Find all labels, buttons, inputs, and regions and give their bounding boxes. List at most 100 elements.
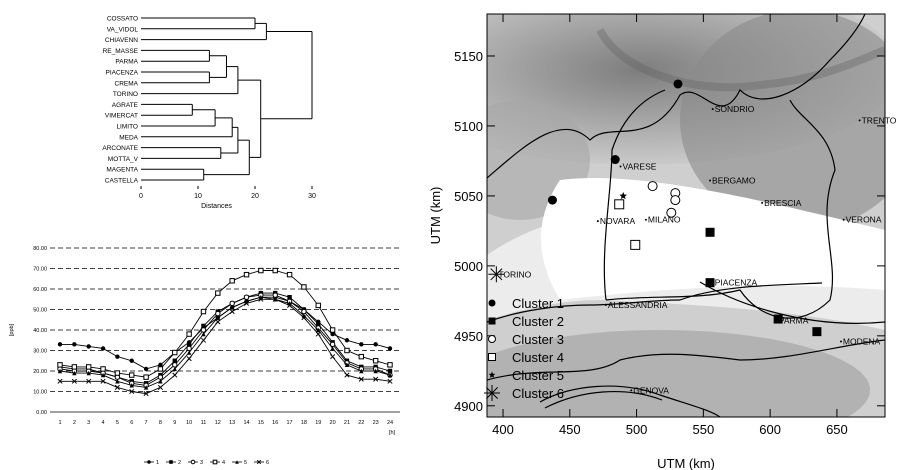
line-point-stroke-b [243, 300, 250, 306]
line-point-stroke-b [129, 388, 135, 395]
cluster-point-shape [673, 79, 683, 89]
line-point [215, 310, 221, 317]
line-point [301, 315, 307, 321]
line-point [243, 271, 250, 278]
eastern-alps-relief [680, 14, 885, 230]
line-y-tick-label: 60.00 [33, 287, 47, 293]
line-point [272, 296, 278, 302]
line-x-tick-label: 20 [330, 420, 336, 426]
line-point-shape [272, 267, 278, 274]
map-y-tick-label: 5100 [454, 119, 483, 134]
line-point [143, 385, 149, 390]
city-dot [839, 340, 842, 343]
line-point-shape [172, 362, 178, 368]
line-point-shape [114, 370, 121, 376]
line-point-shape [387, 368, 393, 374]
line-point-shape [200, 327, 207, 333]
legend-marker [212, 459, 218, 465]
line-point-shape [57, 362, 63, 368]
line-point [158, 362, 163, 368]
legend-marker [484, 385, 500, 401]
map-x-tick-label: 600 [759, 422, 781, 437]
line-point-shape [387, 362, 393, 368]
line-point-shape [72, 342, 77, 347]
line-point-shape [301, 308, 307, 315]
line-point-shape [143, 366, 149, 372]
line-point-shape [71, 364, 78, 370]
line-point [115, 379, 120, 384]
line-point [200, 337, 207, 343]
dendro-tick-label: 30 [308, 193, 316, 200]
cluster-point-shape [630, 239, 641, 250]
legend-marker-shape [235, 460, 239, 464]
line-point [157, 374, 164, 380]
legend-marker-shape [190, 459, 196, 465]
cluster-point [610, 155, 620, 165]
line-point [301, 284, 307, 290]
leaf-label: RE_MASSE [103, 48, 139, 55]
line-x-axis-title: [h] [389, 430, 396, 436]
city-dot [604, 304, 607, 307]
line-point [186, 356, 192, 362]
cluster-point [647, 181, 658, 192]
line-point [129, 383, 134, 388]
line-point-shape [72, 370, 77, 376]
line-x-tick-label: 23 [373, 420, 379, 426]
line-point [57, 362, 63, 368]
line-point-shape [387, 346, 393, 351]
legend-marker [235, 460, 239, 464]
line-point [272, 267, 278, 274]
apennine-border [487, 339, 885, 381]
line-x-tick-label: 9 [173, 420, 176, 426]
line-point [72, 342, 77, 347]
line-series-2 [59, 292, 391, 384]
line-point-stroke-b [71, 378, 77, 384]
line-point [57, 378, 63, 384]
cluster-point-shape [666, 207, 677, 218]
line-point-shape [243, 294, 250, 300]
map-x-tick-label: 500 [626, 422, 648, 437]
map-y-axis-title: UTM (km) [428, 187, 443, 245]
line-point-stroke-b [57, 378, 63, 384]
line-point-shape [315, 302, 321, 309]
line-point-shape [358, 353, 365, 360]
line-point [57, 342, 63, 347]
city-label: BERGAMO [712, 176, 756, 186]
dendro-tick-label: 20 [251, 193, 259, 200]
line-point [316, 321, 321, 327]
line-point [85, 364, 92, 370]
line-point-shape [215, 290, 221, 296]
line-point-shape [129, 372, 135, 378]
map-y-tick-label: 5050 [454, 189, 483, 204]
line-point-shape [215, 315, 221, 320]
line-point [158, 379, 163, 384]
leaf-label: CASTELLA [105, 178, 139, 185]
map-y-tick-label: 5150 [454, 49, 483, 64]
map-y-tick-label: 4900 [454, 399, 483, 414]
line-point-shape [201, 323, 206, 329]
city-label: NOVARA [600, 216, 636, 226]
city-label: SONDRIO [715, 104, 755, 114]
legend-label: Cluster 6 [512, 386, 564, 401]
leaf-label: VA_VIDOL [107, 26, 139, 33]
line-point [358, 376, 364, 382]
line-point [330, 331, 335, 337]
line-x-tick-label: 16 [272, 420, 278, 426]
line-point [272, 292, 278, 298]
line-point [172, 358, 177, 363]
line-point [358, 353, 365, 360]
map-y-tick-label: 5000 [454, 259, 483, 274]
line-point [100, 366, 106, 372]
line-point [344, 372, 350, 378]
line-point-shape [186, 350, 192, 355]
cluster-point [614, 199, 625, 210]
line-point-stroke-b [143, 390, 149, 397]
line-x-tick-label: 22 [358, 420, 364, 426]
leaf-label: MOTTA_V [108, 156, 139, 163]
line-point-shape [330, 331, 335, 337]
line-point-shape [100, 346, 106, 351]
cluster-point-shape [619, 191, 627, 200]
line-point-shape [143, 374, 149, 380]
line-point [315, 302, 321, 309]
leaf-label: AGRATE [112, 102, 139, 109]
